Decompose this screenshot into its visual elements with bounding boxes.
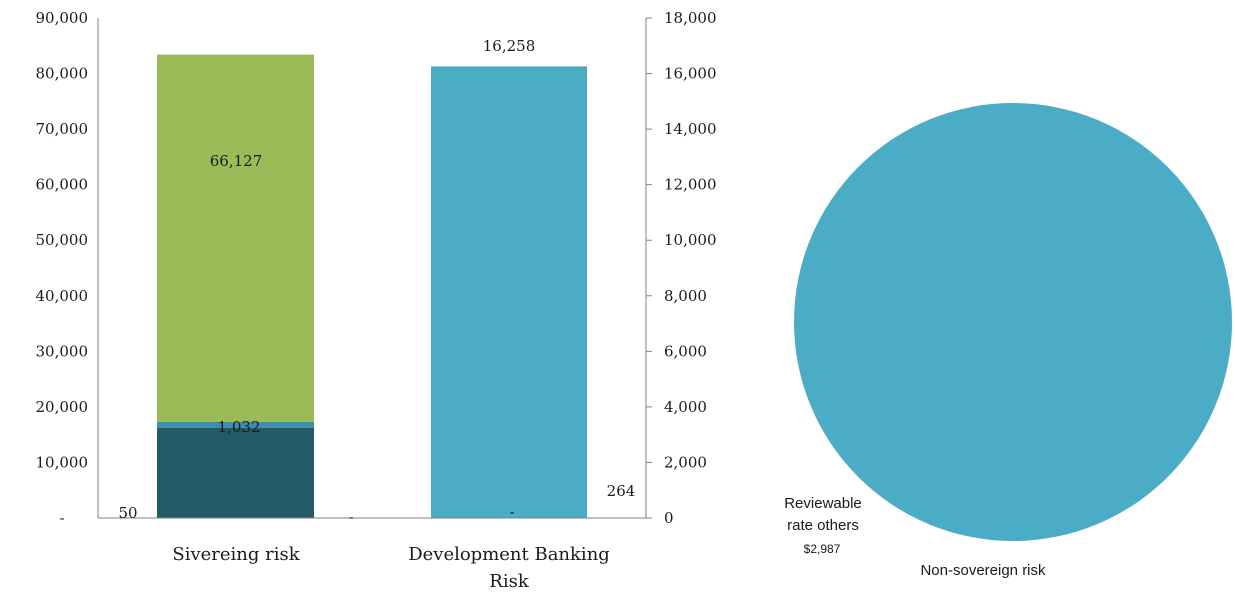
pie-label-reviewable-line2: rate others (787, 517, 859, 534)
bar-dark-teal (157, 427, 314, 518)
right-tick-label: 16,000 (664, 65, 717, 83)
right-tick-label: 10,000 (664, 231, 717, 249)
bar-green (157, 54, 314, 422)
pie-label-non-sovereign: Non-sovereign risk (920, 562, 1046, 579)
left-tick-label: 30,000 (36, 342, 89, 360)
right-tick-label: 18,000 (664, 9, 717, 27)
right-tick-label: 4,000 (664, 398, 707, 416)
right-tick-label: 14,000 (664, 120, 717, 138)
bar-series (157, 54, 587, 518)
left-tick-label: 70,000 (36, 120, 89, 138)
left-tick-label: 50,000 (36, 231, 89, 249)
category-label-sivereing-risk: Sivereing risk (172, 544, 300, 565)
left-tick-label: 40,000 (36, 287, 89, 305)
left-tick-label: 10,000 (36, 453, 89, 471)
left-tick-label: 60,000 (36, 176, 89, 194)
category-label-dev-banking-line2: Risk (489, 571, 530, 592)
left-tick-label: - (59, 509, 64, 527)
right-axis-ticks: 0 2,000 4,000 6,000 8,000 10,000 12,000 14,000 1… (646, 9, 717, 527)
data-label-50: 50 (118, 504, 137, 522)
right-tick-label: 12,000 (664, 176, 717, 194)
data-label-dash-right: - (509, 503, 514, 521)
right-tick-label: 2,000 (664, 453, 707, 471)
left-tick-label: 80,000 (36, 65, 89, 83)
pie-label-reviewable-value: $2,987 (804, 542, 841, 556)
pie-label-reviewable-line1: Reviewable (784, 495, 862, 512)
right-tick-label: 6,000 (664, 342, 707, 360)
bar-light-blue (431, 66, 587, 518)
data-label-mid-blue: 1,032 (218, 418, 261, 436)
category-label-dev-banking-line1: Development Banking (408, 544, 610, 565)
data-label-green: 66,127 (210, 152, 263, 170)
left-axis-ticks: - 10,000 20,000 30,000 40,000 50,000 60,000 70,… (36, 9, 89, 527)
left-tick-label: 20,000 (36, 398, 89, 416)
left-tick-label: 90,000 (36, 9, 89, 27)
right-tick-label: 0 (664, 509, 674, 527)
data-label-dash-mid: - (348, 508, 353, 526)
pie-slice-non-sovereign (794, 103, 1232, 541)
right-tick-label: 8,000 (664, 287, 707, 305)
data-label-264: 264 (607, 482, 636, 500)
bar-mid-blue (157, 421, 314, 428)
data-label-light-blue: 16,258 (483, 37, 536, 55)
